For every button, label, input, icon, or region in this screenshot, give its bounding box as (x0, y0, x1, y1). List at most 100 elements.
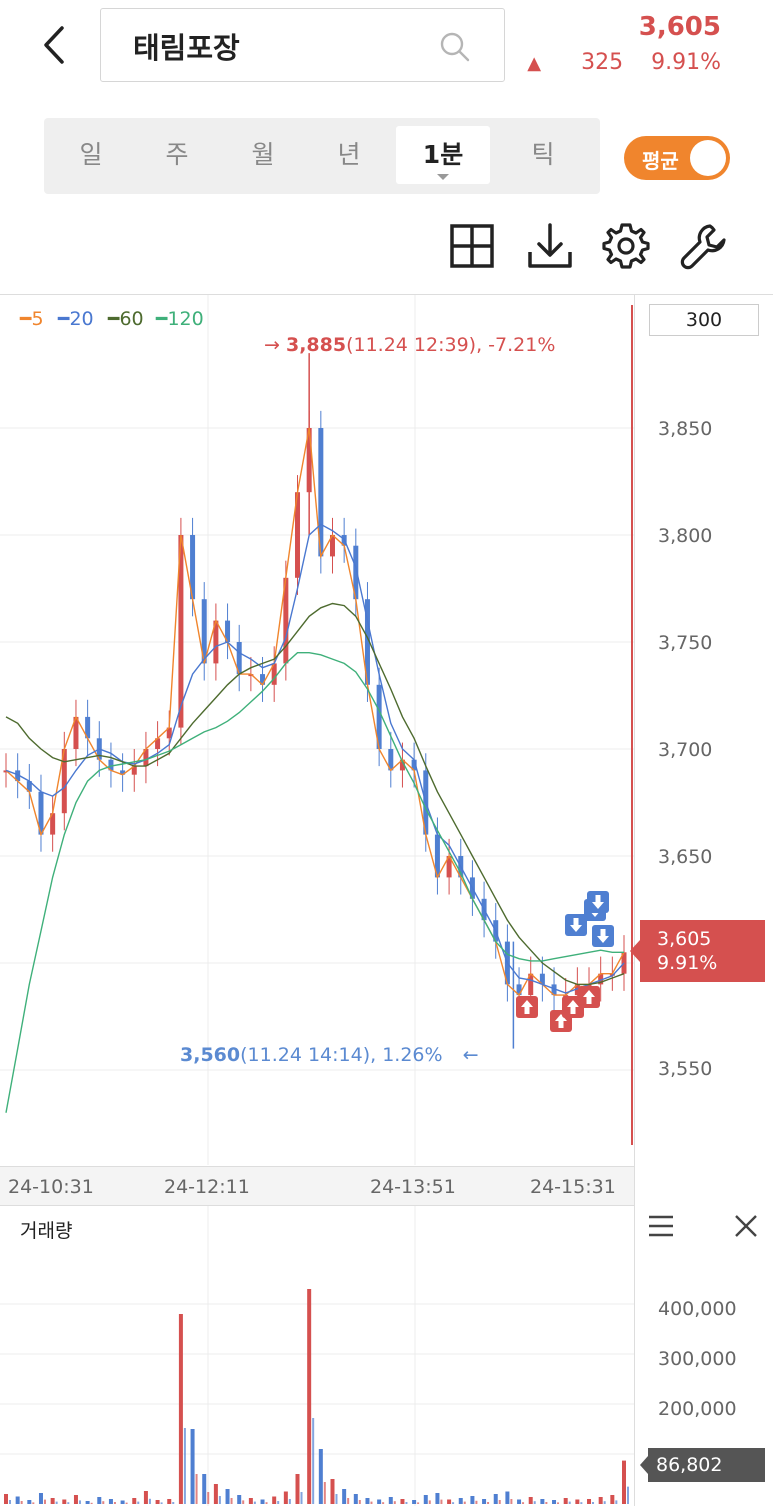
toggle-knob (690, 140, 726, 176)
volume-bar (272, 1496, 277, 1504)
volume-bar-minor (510, 1499, 513, 1504)
period-tab-2[interactable]: 월 (251, 140, 275, 169)
volume-bar-minor (207, 1492, 210, 1504)
volume-bar-minor (300, 1492, 303, 1504)
volume-bar-minor (195, 1474, 198, 1504)
volume-bar (575, 1499, 580, 1504)
volume-bar-minor (148, 1498, 151, 1504)
volume-bar-minor (242, 1500, 245, 1504)
volume-bar-minor (230, 1498, 233, 1504)
volume-bar (552, 1500, 557, 1504)
volume-bar-minor (557, 1502, 560, 1504)
y-tick-3650: 3,650 (658, 846, 713, 868)
grid-layout-icon[interactable] (448, 222, 496, 270)
candle-body (446, 856, 452, 878)
volume-bar (307, 1289, 312, 1504)
average-toggle[interactable]: 평균 (624, 136, 730, 180)
up-triangle-icon: ▲ (527, 53, 542, 74)
candle-body (434, 834, 440, 878)
volume-bar-minor (160, 1502, 163, 1504)
volume-bar (260, 1499, 265, 1504)
volume-bar-minor (172, 1502, 175, 1504)
volume-bar-minor (405, 1502, 408, 1504)
back-arrow-icon[interactable] (36, 22, 76, 68)
buy-signal-icon (516, 996, 538, 1018)
volume-bar-minor (615, 1500, 618, 1504)
volume-bar (225, 1489, 230, 1504)
period-tab-3[interactable]: 년 (337, 140, 361, 169)
legend-ma120: ━120 (156, 308, 204, 330)
current-tag-percent: 9.91% (657, 952, 718, 974)
candle-body (551, 984, 557, 996)
candle-body (26, 781, 32, 792)
y-tick-3800: 3,800 (658, 525, 713, 547)
volume-bar (15, 1496, 20, 1504)
volume-panel-title: 거래량 (20, 1220, 73, 1242)
volume-bar (458, 1498, 463, 1504)
period-tab-5[interactable]: 틱 (531, 140, 555, 169)
sell-signal-icon (592, 925, 614, 947)
candle-body (260, 674, 266, 685)
volume-bar (622, 1460, 626, 1504)
volume-bar (97, 1497, 102, 1504)
volume-bar-minor (253, 1501, 256, 1504)
candle-body (143, 749, 149, 767)
volume-bar (27, 1500, 32, 1504)
volume-bar (377, 1499, 382, 1504)
average-toggle-label: 평균 (642, 149, 679, 173)
close-icon[interactable] (734, 1214, 758, 1238)
change-percent: 9.91% (651, 50, 721, 75)
period-tab-1[interactable]: 주 (165, 140, 189, 169)
period-tab-4[interactable]: 1분 (396, 126, 490, 184)
current-tag-price: 3,605 (657, 928, 712, 950)
volume-bar-minor (43, 1499, 46, 1504)
volume-bar-minor (78, 1500, 81, 1504)
candle-body (586, 984, 592, 987)
settings-gear-icon[interactable] (602, 222, 650, 270)
candle-body (120, 770, 126, 775)
volume-bar (237, 1495, 242, 1504)
volume-bar-minor (370, 1501, 373, 1504)
volume-bar (50, 1498, 55, 1504)
volume-bar (388, 1497, 393, 1504)
price-chart[interactable] (0, 295, 634, 1165)
volume-bar (517, 1499, 522, 1504)
current-price-tag: 3,605 9.91% (630, 920, 765, 982)
menu-icon[interactable] (648, 1214, 674, 1238)
candle-body (131, 766, 137, 775)
candle-body (376, 684, 382, 749)
legend-ma60: ━60 (108, 308, 144, 330)
chart-frame (0, 294, 773, 1507)
volume-bar-minor (627, 1486, 629, 1504)
period-tab-0[interactable]: 일 (79, 140, 103, 169)
volume-bar (213, 1484, 218, 1504)
current-volume-tag: 86,802 (640, 1448, 765, 1482)
candle-body (236, 642, 242, 675)
candle-body (609, 973, 615, 976)
volume-bar-minor (347, 1498, 350, 1504)
volume-chart[interactable] (0, 1206, 634, 1506)
volume-bar (190, 1429, 195, 1504)
volume-bar (132, 1498, 137, 1504)
candle-body (178, 535, 184, 728)
volume-bar (155, 1500, 160, 1504)
y-tick-3750: 3,750 (658, 632, 713, 654)
volume-bar (412, 1500, 417, 1504)
volume-bar (528, 1497, 533, 1504)
x-tick-1031: 24-10:31 (8, 1176, 94, 1198)
ma-line-120 (5, 652, 624, 1113)
stock-search-box[interactable]: 태림포장 (100, 8, 505, 82)
candle-count-box[interactable]: 300 (649, 304, 759, 336)
wrench-icon[interactable] (680, 222, 728, 270)
volume-bar (447, 1499, 452, 1504)
volume-bar (120, 1500, 125, 1504)
ma-line-60 (5, 602, 625, 986)
volume-bar-minor (522, 1502, 525, 1504)
search-icon[interactable] (439, 31, 471, 63)
download-icon[interactable] (526, 222, 574, 270)
volume-bar-minor (312, 1418, 315, 1504)
volume-bar-minor (9, 1500, 11, 1504)
volume-bar-minor (487, 1502, 490, 1504)
volume-bar-minor (580, 1502, 583, 1504)
volume-bar (470, 1496, 475, 1504)
